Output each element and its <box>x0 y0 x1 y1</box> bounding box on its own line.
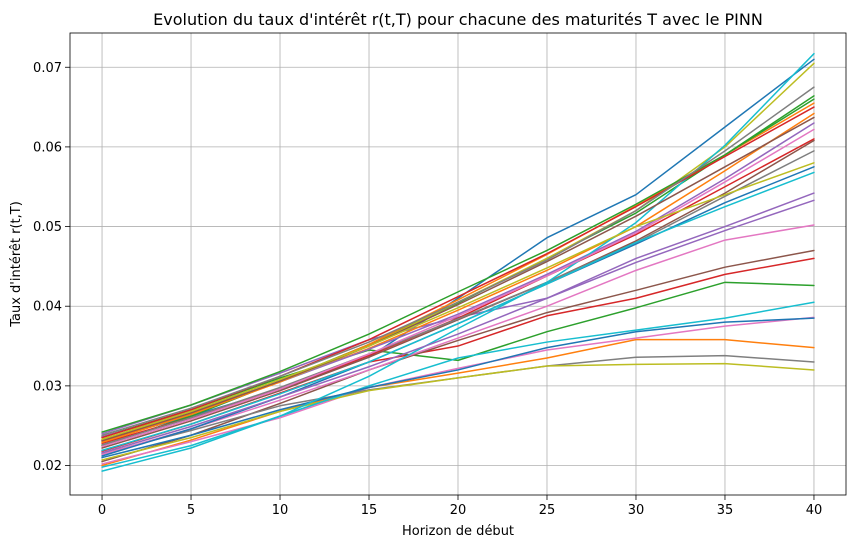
series-line-15 <box>101 122 815 438</box>
series-line-10 <box>101 301 815 472</box>
series-line-11 <box>101 317 815 459</box>
x-tick-label: 25 <box>539 503 556 518</box>
x-axis: 0 5 10 15 20 25 30 35 40 <box>98 495 822 518</box>
x-tick-label: 30 <box>628 503 645 518</box>
series-lines <box>101 52 815 472</box>
y-tick-label: 0.03 <box>33 379 62 394</box>
x-tick-label: 35 <box>717 503 734 518</box>
y-tick-label: 0.02 <box>33 459 62 474</box>
chart-title: Evolution du taux d'intérêt r(t,T) pour … <box>153 10 763 29</box>
x-tick-label: 15 <box>361 503 378 518</box>
series-line-30 <box>101 171 815 452</box>
series-line-2 <box>101 338 815 467</box>
series-line-27 <box>101 128 815 448</box>
series-line-9 <box>101 362 815 461</box>
grid <box>70 33 846 495</box>
y-axis-label: Taux d'intérêt r(t,T) <box>9 201 24 328</box>
series-line-18 <box>101 150 815 446</box>
x-axis-label: Horizon de début <box>402 524 514 539</box>
series-line-29 <box>101 162 815 440</box>
x-tick-label: 40 <box>806 503 823 518</box>
y-tick-label: 0.07 <box>33 61 62 76</box>
series-line-25 <box>101 199 815 454</box>
series-line-26 <box>101 116 815 442</box>
series-line-28 <box>101 86 815 437</box>
series-line-6 <box>101 249 815 463</box>
series-line-7 <box>101 316 815 465</box>
y-tick-label: 0.06 <box>33 140 62 155</box>
series-line-17 <box>101 224 815 456</box>
series-line-24 <box>101 106 815 439</box>
y-tick-label: 0.04 <box>33 300 62 315</box>
x-tick-label: 5 <box>187 503 195 518</box>
y-tick-label: 0.05 <box>33 220 62 235</box>
x-tick-label: 0 <box>98 503 106 518</box>
y-axis: 0.02 0.03 0.04 0.05 0.06 0.07 <box>33 61 70 474</box>
x-tick-label: 20 <box>450 503 467 518</box>
x-tick-label: 10 <box>272 503 289 518</box>
plot-area <box>69 32 847 496</box>
